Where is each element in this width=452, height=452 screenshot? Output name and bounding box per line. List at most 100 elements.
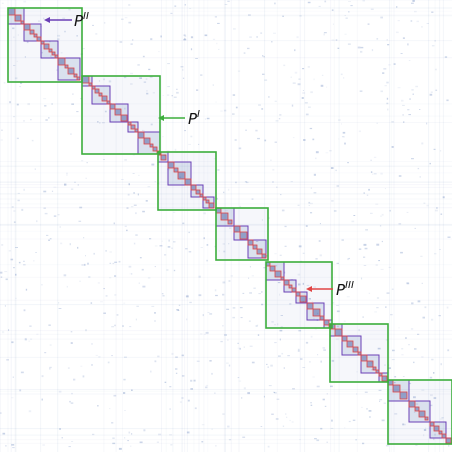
noise-speck [81,160,84,162]
noise-speck [413,396,416,399]
noise-speck [150,123,153,126]
noise-speck [372,173,374,175]
noise-speck [239,205,241,208]
noise-speck [8,250,12,252]
noise-speck [406,211,409,213]
noise-speck [200,333,203,335]
level3-outline [283,279,290,286]
noise-speck [217,22,220,24]
noise-speck [49,238,52,240]
level3-outline [127,121,132,126]
noise-speck [261,219,263,221]
noise-streak [0,393,452,395]
noise-speck [68,9,71,11]
noise-speck [397,20,400,22]
noise-speck [247,47,250,50]
noise-speck [298,78,301,80]
noise-speck [416,20,419,23]
noise-speck [95,33,98,35]
noise-speck [154,245,158,247]
noise-speck [292,388,295,390]
noise-speck [128,4,131,6]
noise-streak [439,0,441,452]
noise-streak [0,439,452,441]
noise-speck [379,400,381,402]
noise-speck [326,393,328,395]
level3-outline [208,202,215,209]
level3-block-fill [99,93,102,96]
noise-speck [226,308,230,310]
noise-speck [330,385,333,388]
noise-speck [373,156,377,158]
noise-speck [1,2,4,4]
noise-speck [6,359,9,361]
level3-outline [280,276,285,281]
noise-speck [408,382,412,385]
level3-block-fill [200,194,203,197]
noise-speck [154,312,156,314]
level3-block-fill [30,30,34,34]
noise-speck [274,100,277,102]
noise-speck [366,408,368,410]
noise-speck [27,103,30,106]
level3-block-fill [128,122,131,125]
noise-speck [176,91,179,94]
noise-speck [389,209,391,212]
noise-speck [222,325,224,327]
level3-outline [94,88,100,94]
level3-outline [381,375,388,382]
noise-streak [0,161,452,162]
noise-speck [290,181,293,183]
noise-speck [33,260,35,262]
noise-speck [237,342,239,344]
noise-speck [11,444,15,446]
level3-block-fill [209,203,214,208]
noise-speck [81,264,84,266]
noise-streak [0,434,452,436]
level3-outline [360,354,368,362]
level3-outline [88,82,93,87]
noise-speck [70,402,74,404]
noise-speck [326,441,328,443]
noise-speck [336,325,339,328]
noise-speck [279,329,283,332]
noise-speck [307,66,310,68]
level3-outline [274,270,282,278]
level3-block-fill [110,104,115,109]
level3-block-fill [353,347,358,352]
noise-speck [360,277,362,280]
noise-speck [29,33,32,36]
noise-speck [247,392,250,395]
noise-speck [5,445,7,447]
noise-speck [398,175,402,177]
noise-speck [48,324,51,326]
noise-speck [190,48,193,51]
noise-streak [0,333,452,335]
noise-speck [337,47,340,49]
noise-speck [297,350,300,352]
noise-speck [347,162,349,164]
level3-outline [160,154,167,161]
noise-streak [393,0,395,452]
noise-speck [412,93,414,95]
noise-speck [407,109,410,111]
level2-outline [233,225,249,241]
annotation-p1: PI [158,109,200,128]
noise-speck [411,302,414,305]
level3-outline [167,161,175,169]
noise-speck [251,361,255,364]
level3-outline [399,391,408,400]
noise-speck [195,58,198,59]
noise-speck [433,438,435,441]
level2-block-fill [82,76,92,86]
noise-streak [198,0,200,452]
noise-speck [5,278,8,281]
noise-speck [34,168,36,170]
level3-outline [98,92,103,97]
level3-block-fill [216,208,221,213]
noise-speck [343,320,346,322]
noise-speck [244,181,248,183]
noise-speck [336,185,340,187]
noise-speck [69,243,71,246]
noise-speck [21,208,24,211]
